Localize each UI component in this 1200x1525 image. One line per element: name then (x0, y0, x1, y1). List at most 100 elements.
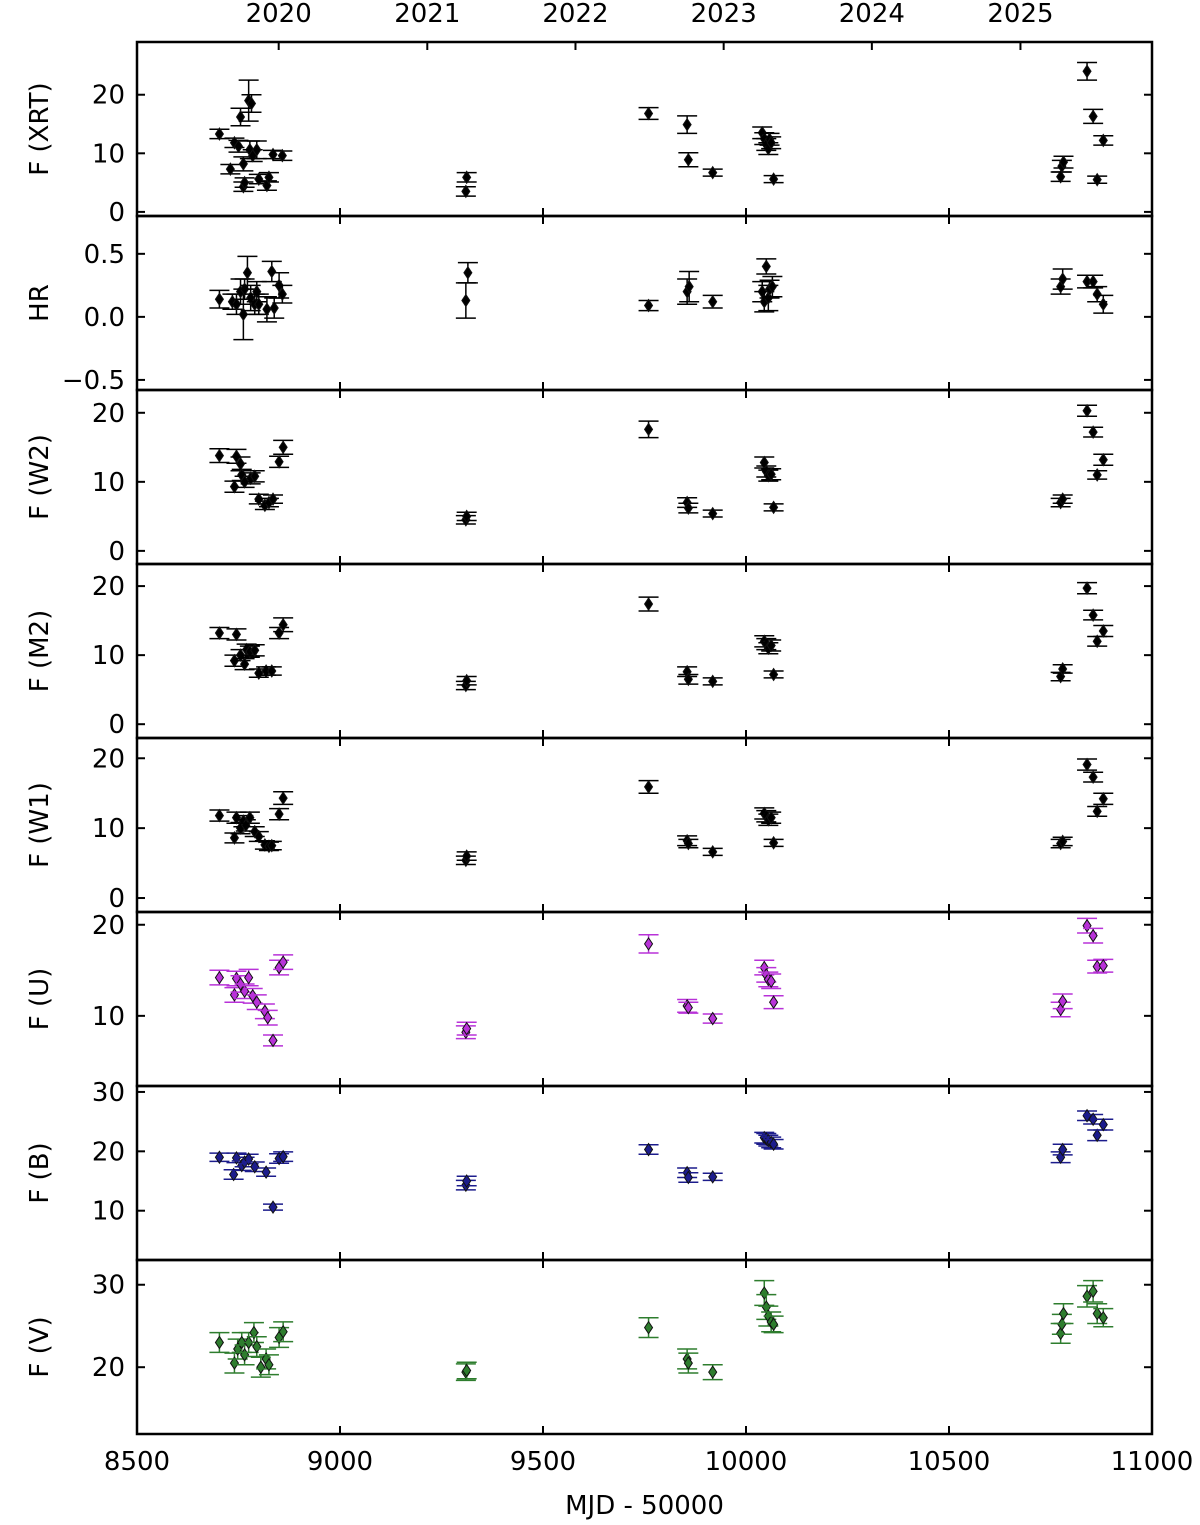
data-point (1082, 581, 1092, 596)
data-point (708, 845, 718, 859)
panel-frame (135, 1258, 1154, 1436)
data-point (229, 479, 240, 494)
data-point (238, 307, 248, 322)
data-point (708, 294, 718, 309)
data-point (1088, 1112, 1098, 1127)
data-point (683, 1170, 693, 1185)
data-point (761, 259, 771, 274)
data-point (708, 506, 718, 521)
data-point (683, 501, 693, 515)
data-point (1098, 297, 1108, 312)
data-point (708, 1365, 718, 1380)
data-point (463, 265, 473, 280)
data-point (461, 293, 471, 308)
data-point (683, 1000, 693, 1015)
data-point (1098, 791, 1108, 806)
data-point (1058, 834, 1068, 849)
data-point (462, 509, 472, 524)
data-point (256, 1360, 266, 1375)
data-point (643, 298, 654, 313)
data-point (233, 139, 244, 154)
data-point (244, 970, 254, 985)
y-tick-label: 0 (108, 710, 125, 740)
y-tick-label: 10 (92, 1002, 125, 1032)
y-axis-label: F (XRT) (25, 82, 55, 175)
data-point (254, 829, 264, 844)
data-point (238, 156, 248, 171)
data-point (264, 170, 274, 185)
data-point (261, 1165, 271, 1180)
data-point (766, 467, 776, 482)
panel-frame (135, 388, 1154, 566)
data-point (1088, 1284, 1098, 1299)
data-point (643, 936, 654, 951)
y-tick-label: 0 (108, 537, 125, 567)
data-point (1082, 64, 1092, 79)
data-point (462, 1363, 472, 1378)
data-point (683, 672, 693, 687)
data-point (462, 1021, 472, 1036)
data-point (1092, 1128, 1102, 1143)
data-point (278, 1149, 288, 1164)
x-tick-label: 10000 (705, 1447, 788, 1477)
data-point (1098, 1117, 1108, 1132)
data-point (254, 172, 264, 186)
data-point (214, 808, 225, 823)
data-point (278, 791, 288, 805)
y-tick-label: 20 (92, 1353, 125, 1383)
panel-frame (135, 40, 1154, 218)
y-tick-label: −0.5 (62, 366, 125, 396)
data-point (277, 148, 287, 163)
y-tick-label: 10 (92, 641, 125, 671)
data-point (262, 178, 272, 193)
data-point (769, 1137, 779, 1152)
x-tick-label: 9000 (307, 1447, 373, 1477)
x2-tick-label: 2023 (691, 0, 757, 29)
data-point (1082, 918, 1092, 933)
data-point (252, 1339, 262, 1354)
x-tick-label: 10500 (908, 1447, 991, 1477)
y-tick-label: 20 (92, 744, 125, 774)
data-point (1088, 109, 1098, 124)
y-tick-label: 30 (92, 1078, 125, 1108)
data-point (245, 810, 255, 825)
data-point (214, 292, 225, 307)
data-point (1092, 804, 1102, 819)
data-point (231, 627, 242, 642)
y-tick-label: 20 (92, 1137, 125, 1167)
data-point (769, 835, 779, 850)
data-point (1058, 662, 1068, 676)
data-point (643, 106, 654, 121)
data-point (643, 422, 654, 437)
y-axis-label: F (V) (25, 1316, 55, 1377)
x-axis-label: MJD - 50000 (565, 1491, 724, 1521)
data-point (264, 1357, 274, 1372)
data-point (254, 297, 264, 312)
y-tick-label: 0 (108, 884, 125, 914)
data-point (769, 1317, 779, 1332)
x2-tick-label: 2022 (542, 0, 608, 29)
data-point (1088, 928, 1098, 943)
x-tick-label: 11000 (1111, 1447, 1194, 1477)
data-point (769, 172, 779, 186)
data-point (1088, 608, 1098, 622)
data-point (268, 1200, 278, 1215)
data-point (277, 287, 287, 302)
data-point (278, 440, 288, 455)
data-point (278, 955, 288, 970)
x-tick-label: 8500 (104, 1447, 170, 1477)
data-point (1058, 492, 1068, 506)
data-point (1082, 757, 1092, 772)
data-point (1092, 1306, 1102, 1321)
data-point (462, 170, 472, 185)
data-point (229, 1356, 240, 1370)
data-point (229, 831, 240, 845)
data-point (643, 1320, 654, 1335)
data-point (1092, 634, 1102, 649)
data-point (1058, 155, 1069, 170)
data-point (214, 127, 225, 141)
data-point (267, 664, 277, 678)
x2-tick-label: 2025 (987, 0, 1053, 29)
y-tick-label: 20 (92, 911, 125, 941)
